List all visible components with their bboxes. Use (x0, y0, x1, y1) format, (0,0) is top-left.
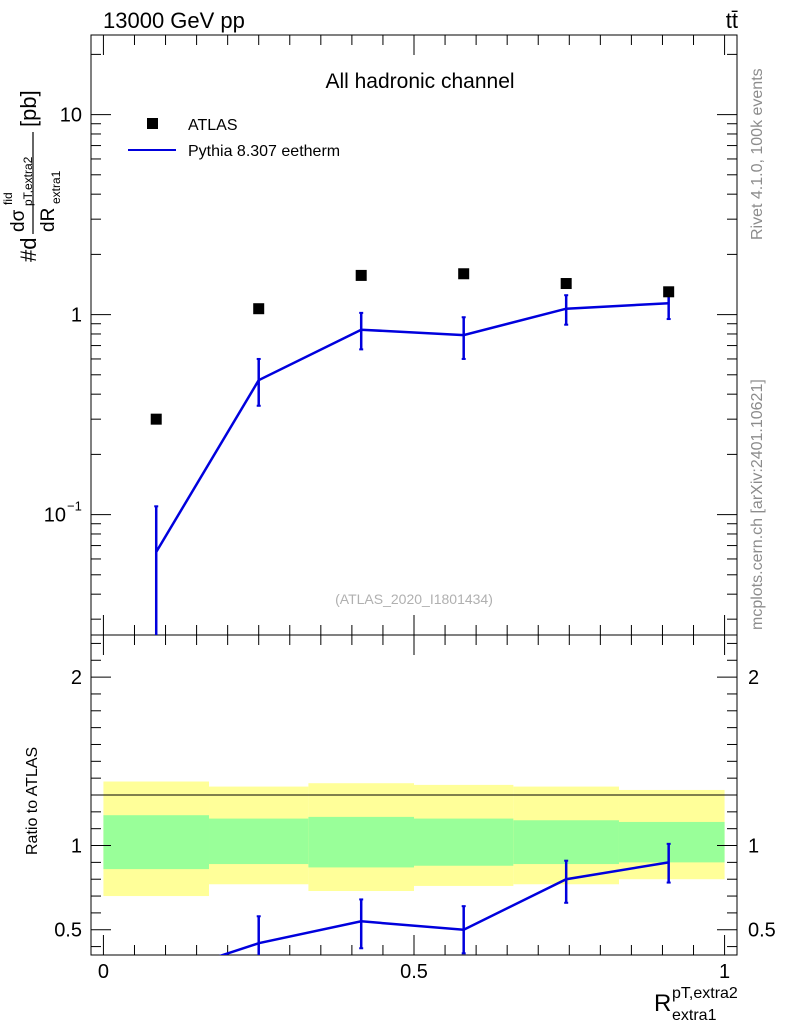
ratio-y-tick-label-right: 1 (748, 836, 759, 858)
atlas-data-point (458, 268, 470, 280)
main-y-tick-label: 1 (71, 305, 82, 327)
ratio-y-tick-label: 1 (71, 836, 82, 858)
xlabel-base: R (654, 990, 671, 1017)
atlas-data-point (253, 303, 265, 315)
main-y-tick-label: 10 (60, 105, 82, 127)
ylabel-numerator: dσ (8, 209, 29, 232)
ratio-band-inner (414, 818, 514, 866)
ratio-axis-ticks: 2 2 1 1 0.5 0.5 0 0.5 1 (54, 635, 776, 983)
ratio-pythia-line (218, 861, 669, 955)
ratio-data-layer (218, 842, 671, 955)
ratio-y-tick-label: 0.5 (54, 920, 82, 942)
ratio-y-tick-label: 2 (71, 667, 82, 689)
ylabel-den-sub: extra1 (49, 170, 63, 204)
ylabel-num-sub: pT,extra2 (21, 156, 35, 206)
atlas-data-point (355, 269, 367, 281)
xlabel-sup: pT,extra2 (672, 985, 738, 1002)
main-y-axis-label: #d dσ fid pT,extra2 dR extra1 [pb] (1, 90, 63, 262)
legend-pythia-label: Pythia 8.307 eetherm (188, 143, 340, 160)
ratio-y-tick-label-right: 0.5 (748, 920, 776, 942)
x-axis-label: R pT,extra2 extra1 (654, 985, 738, 1024)
ratio-band-inner (103, 815, 210, 870)
ratio-band-inner (513, 820, 619, 865)
x-tick-label: 0 (98, 961, 109, 983)
atlas-data-point (663, 286, 675, 298)
legend-atlas-marker (147, 118, 158, 129)
ratio-y-axis-label: Ratio to ATLAS (24, 747, 41, 855)
legend: ATLAS Pythia 8.307 eetherm (128, 117, 340, 160)
pythia-line (155, 301, 669, 553)
main-y-tick-label: 10 (44, 505, 66, 527)
ylabel-unit: [pb] (16, 90, 41, 127)
ratio-band-inner (209, 818, 309, 865)
x-tick-label: 1 (719, 961, 730, 983)
ratio-bands (103, 781, 725, 897)
main-y-tick-exponent: −1 (67, 499, 82, 514)
ylabel-denominator: dR (38, 208, 59, 232)
legend-atlas-label: ATLAS (188, 117, 238, 134)
analysis-tag: (ATLAS_2020_I1801434) (335, 591, 493, 607)
energy-label: 13000 GeV pp (103, 8, 245, 33)
ratio-band-inner (308, 816, 414, 868)
main-data-layer (150, 268, 675, 635)
x-tick-label: 0.5 (400, 961, 428, 983)
atlas-data-point (560, 278, 572, 290)
ylabel-num-sup: fid (1, 192, 15, 205)
chart-title: All hadronic channel (325, 70, 514, 93)
ylabel-prefix: #d (16, 238, 41, 262)
ratio-band-inner (618, 821, 725, 863)
atlas-data-point (150, 413, 162, 425)
source-label: mcplots.cern.ch [arXiv:2401.10621] (749, 379, 766, 630)
process-label: tt̄ (726, 8, 738, 33)
rivet-version-label: Rivet 4.1.0, 100k events (749, 68, 766, 240)
xlabel-sub: extra1 (672, 1007, 717, 1024)
ratio-y-tick-label-right: 2 (748, 667, 759, 689)
